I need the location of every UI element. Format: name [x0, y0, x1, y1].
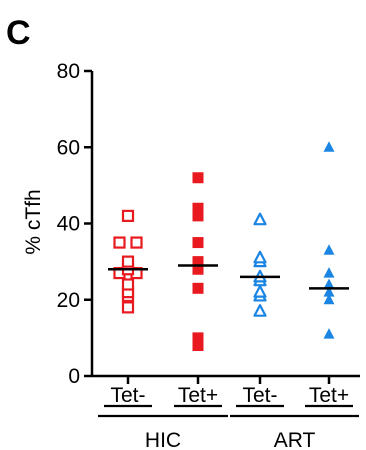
data-point: [253, 212, 267, 226]
data-point: [192, 210, 204, 222]
group-label: HIC: [145, 429, 181, 450]
data-point: [121, 278, 135, 291]
data-point: [192, 340, 204, 351]
y-tick-label: 60: [57, 136, 80, 159]
data-point: [121, 301, 135, 314]
data-points: [113, 141, 335, 351]
data-point: [323, 244, 335, 255]
x-category-label: Tet+: [178, 384, 218, 407]
data-point: [253, 250, 267, 264]
data-point: [121, 209, 135, 222]
data-point: [323, 278, 335, 289]
x-category-labels: Tet- Tet+ Tet- Tet+: [104, 384, 353, 408]
axes: 0 20 40 60 80: [57, 60, 360, 388]
panel-label: C: [6, 14, 31, 52]
group-label: ART: [274, 429, 316, 450]
y-tick-label: 40: [57, 213, 80, 236]
x-category-label: Tet-: [110, 384, 145, 407]
data-point: [192, 172, 204, 184]
y-tick-label: 20: [57, 289, 80, 312]
data-point: [253, 304, 267, 317]
data-point: [192, 202, 204, 214]
x-category-label: Tet-: [242, 384, 277, 407]
median-lines: [108, 264, 349, 290]
data-point: [323, 286, 335, 297]
data-point: [323, 328, 335, 339]
y-tick-label: 80: [57, 60, 80, 83]
data-point: [323, 141, 335, 152]
data-point: [192, 256, 204, 268]
data-point: [192, 237, 204, 249]
data-point: [192, 332, 204, 344]
data-point: [130, 236, 143, 249]
data-point: [192, 263, 204, 275]
data-point: [121, 255, 135, 268]
data-point: [323, 267, 335, 278]
data-point: [253, 285, 267, 298]
group-labels: HIC ART: [98, 414, 359, 450]
x-category-label: Tet+: [309, 384, 349, 407]
data-point: [323, 293, 335, 305]
data-point: [113, 236, 126, 249]
y-tick-label: 0: [68, 365, 80, 388]
y-axis-label: % cTfh: [22, 189, 45, 254]
data-point: [192, 282, 204, 294]
